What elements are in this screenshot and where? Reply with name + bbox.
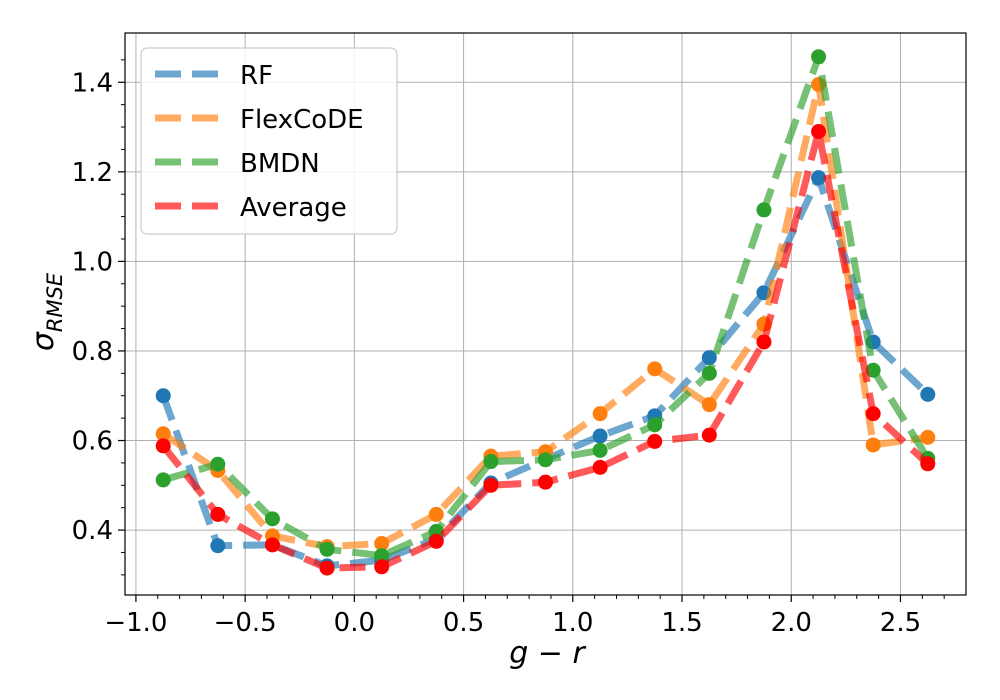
x-tick-label: 2.0 <box>771 608 812 638</box>
x-tick-label: −1.0 <box>104 608 167 638</box>
data-point-average <box>593 460 608 475</box>
data-point-rf <box>210 538 225 553</box>
x-tick-label: −0.5 <box>214 608 277 638</box>
data-point-bmdn <box>265 511 280 526</box>
data-point-rf <box>811 170 826 185</box>
data-point-bmdn <box>702 366 717 381</box>
legend: RF FlexCoDE BMDN Average <box>141 48 397 234</box>
data-point-average <box>756 334 771 349</box>
data-point-average <box>265 537 280 552</box>
data-point-average <box>538 475 553 490</box>
data-point-rf <box>920 387 935 402</box>
data-point-average <box>920 456 935 471</box>
legend-label: BMDN <box>240 149 320 179</box>
legend-label: RF <box>240 61 273 91</box>
x-tick-label: 0.0 <box>334 608 375 638</box>
x-axis-label: g − r <box>509 636 586 671</box>
y-tick-label: 1.2 <box>72 158 113 188</box>
x-tick-label: 1.0 <box>552 608 593 638</box>
data-point-rf <box>593 429 608 444</box>
data-point-bmdn <box>593 443 608 458</box>
data-point-bmdn <box>156 472 171 487</box>
data-point-average <box>320 561 335 576</box>
data-point-bmdn <box>538 452 553 467</box>
x-tick-label: 1.5 <box>661 608 702 638</box>
data-point-average <box>210 507 225 522</box>
y-axis-label-symbol: σ <box>26 331 61 351</box>
data-point-flexcode <box>702 397 717 412</box>
data-point-bmdn <box>483 454 498 469</box>
data-point-average <box>647 434 662 449</box>
data-point-average <box>374 559 389 574</box>
data-point-rf <box>156 388 171 403</box>
x-tick-label: 2.5 <box>880 608 921 638</box>
data-point-flexcode <box>920 430 935 445</box>
data-point-bmdn <box>647 417 662 432</box>
y-axis-label-subscript: RMSE <box>43 272 67 332</box>
data-point-flexcode <box>647 361 662 376</box>
data-point-bmdn <box>210 457 225 472</box>
data-point-bmdn <box>811 49 826 64</box>
data-point-flexcode <box>429 507 444 522</box>
data-point-bmdn <box>756 202 771 217</box>
y-tick-label: 1.0 <box>72 247 113 277</box>
y-tick-label: 1.4 <box>72 68 113 98</box>
y-tick-label: 0.4 <box>72 516 113 546</box>
data-point-average <box>866 406 881 421</box>
legend-label: FlexCoDE <box>240 105 364 135</box>
data-point-average <box>702 428 717 443</box>
data-point-average <box>429 534 444 549</box>
data-point-flexcode <box>593 406 608 421</box>
data-point-average <box>811 124 826 139</box>
x-tick-label: 0.5 <box>443 608 484 638</box>
data-point-flexcode <box>866 437 881 452</box>
data-point-average <box>483 478 498 493</box>
data-point-bmdn <box>320 542 335 557</box>
y-tick-label: 0.6 <box>72 427 113 457</box>
legend-label: Average <box>240 193 347 223</box>
data-point-average <box>156 438 171 453</box>
y-tick-label: 0.8 <box>72 337 113 367</box>
